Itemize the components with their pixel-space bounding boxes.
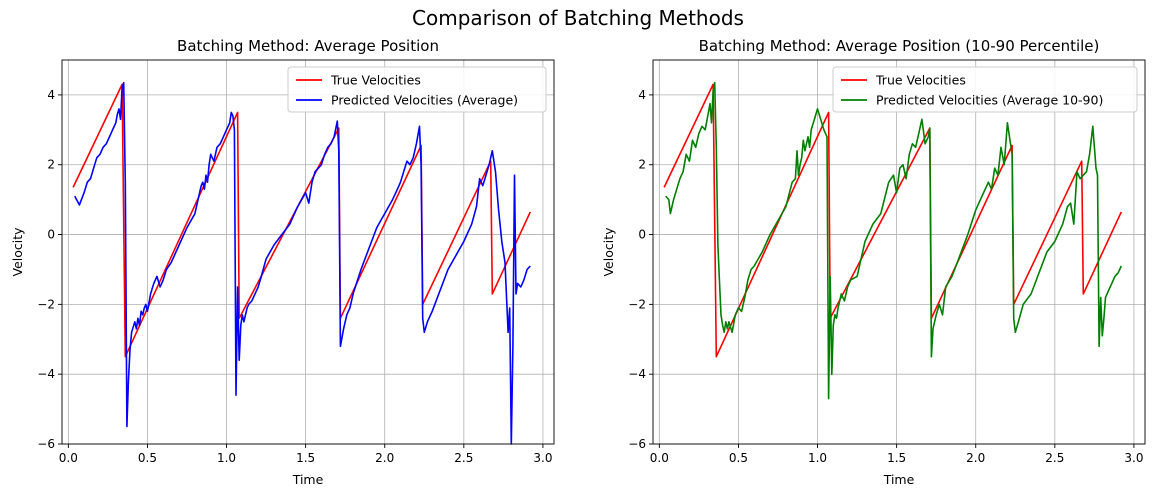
- x-tick-label: 2.0: [375, 451, 394, 465]
- plot-average-position: Batching Method: Average Position 0.0 0.5 1…: [10, 37, 555, 487]
- y-tick-label: −2: [37, 297, 55, 311]
- series-line-0: [663, 83, 1123, 358]
- y-tick-label: 2: [638, 158, 646, 172]
- legend-entry-0: True Velocities: [875, 73, 966, 88]
- x-tick-label: 2.0: [966, 451, 985, 465]
- y-tick-label: −6: [628, 437, 646, 451]
- x-tick-label: 2.5: [1045, 451, 1064, 465]
- plot-title: Batching Method: Average Position (10-90…: [699, 37, 1100, 55]
- x-tick-label: 1.0: [808, 451, 827, 465]
- y-tick-label: −4: [628, 367, 646, 381]
- y-tick-label: 0: [638, 228, 646, 242]
- figure-title: Comparison of Batching Methods: [412, 6, 744, 30]
- legend: True Velocities Predicted Velocities (Ave…: [287, 66, 547, 113]
- y-tick-label: −2: [628, 297, 646, 311]
- y-tick-label: 4: [638, 88, 646, 102]
- x-tick-label: 1.0: [217, 451, 236, 465]
- y-axis-label: Velocity: [601, 227, 616, 277]
- plot-frame: [61, 59, 555, 445]
- x-tick-label: 1.5: [296, 451, 315, 465]
- plot-frame: [652, 59, 1146, 445]
- plot-title: Batching Method: Average Position: [177, 37, 439, 55]
- series-line-1: [665, 81, 1123, 400]
- plot-average-position-percentile: Batching Method: Average Position (10-90…: [601, 37, 1146, 487]
- legend: True Velocities Predicted Velocities (Ave…: [832, 66, 1138, 113]
- y-tick-label: −6: [37, 437, 55, 451]
- x-tick-label: 0.0: [59, 451, 78, 465]
- x-tick-label: 3.0: [1124, 451, 1143, 465]
- x-tick-label: 1.5: [887, 451, 906, 465]
- x-tick-label: 2.5: [454, 451, 473, 465]
- legend-entry-0: True Velocities: [330, 73, 421, 88]
- legend-box: [287, 66, 547, 113]
- y-tick-label: 2: [47, 158, 55, 172]
- x-axis-label: Time: [883, 472, 915, 487]
- x-tick-label: 3.0: [533, 451, 552, 465]
- x-axis-label: Time: [292, 472, 324, 487]
- x-tick-label: 0.5: [138, 451, 157, 465]
- series-line-0: [72, 83, 532, 358]
- y-axis-label: Velocity: [10, 227, 25, 277]
- series-line-1: [73, 81, 531, 445]
- y-tick-label: −4: [37, 367, 55, 381]
- y-tick-label: 0: [47, 228, 55, 242]
- x-tick-label: 0.0: [650, 451, 669, 465]
- legend-entry-1: Predicted Velocities (Average): [331, 93, 518, 108]
- legend-box: [832, 66, 1138, 113]
- y-tick-label: 4: [47, 88, 55, 102]
- legend-entry-1: Predicted Velocities (Average 10-90): [876, 93, 1103, 108]
- x-tick-label: 0.5: [729, 451, 748, 465]
